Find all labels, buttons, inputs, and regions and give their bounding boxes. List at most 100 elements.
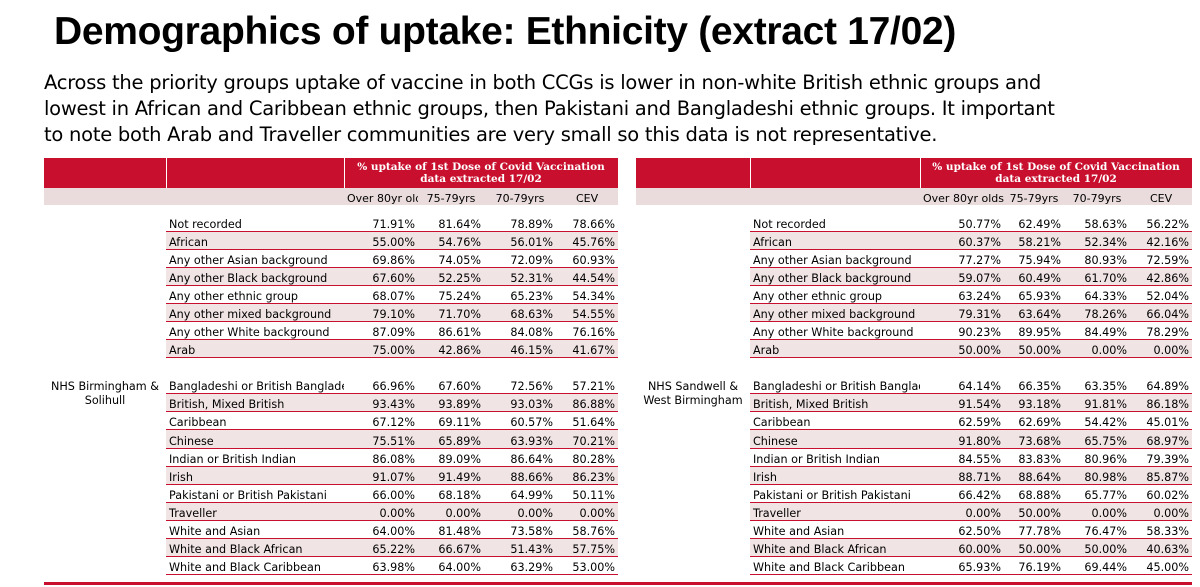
uptake-value: 75.94% (1004, 249, 1064, 268)
table-row: Pakistani or British Pakistani 66.00% 68.1… (44, 484, 619, 503)
table-row: Arab 50.00% 50.00% 0.00% 0.00% (636, 339, 1193, 359)
ethnicity-label: Arab (750, 339, 920, 359)
uptake-value: 91.49% (418, 466, 484, 485)
uptake-value: 71.70% (418, 303, 484, 323)
uptake-value: 52.34% (1064, 231, 1130, 250)
uptake-value: 63.98% (344, 556, 418, 576)
uptake-value: 63.93% (484, 429, 556, 449)
ethnicity-label: African (750, 231, 920, 250)
uptake-value: 0.00% (1064, 339, 1130, 359)
uptake-value: 65.75% (1064, 429, 1130, 449)
uptake-value: 90.23% (920, 321, 1004, 341)
table-row: Irish 91.07% 91.49% 88.66% 86.23% (44, 466, 619, 485)
ethnicity-label: Caribbean (750, 411, 920, 431)
table-row: Any other mixed background 79.10% 71.70% 68… (44, 303, 619, 323)
column-header: Over 80yr olds (344, 188, 418, 205)
ethnicity-label: Traveller (750, 502, 920, 521)
ethnicity-label: Bangladeshi or British Bangladeshi (750, 357, 920, 395)
ethnicity-label: Any other mixed background (166, 303, 344, 323)
column-header: 75-79yrs (418, 188, 484, 205)
ethnicity-label: White and Black Caribbean (166, 556, 344, 576)
table-row: White and Black African 65.22% 66.67% 51.43… (44, 538, 619, 558)
uptake-value: 64.99% (484, 484, 556, 503)
table-row: NHS Birmingham & Solihull Not recorded 71.… (44, 213, 619, 575)
uptake-value: 67.60% (344, 267, 418, 286)
uptake-value: 79.31% (920, 303, 1004, 323)
uptake-value: 73.68% (1004, 429, 1064, 449)
uptake-value: 62.59% (920, 411, 1004, 431)
header-blank-cell (44, 158, 167, 188)
uptake-value: 91.07% (344, 466, 418, 485)
uptake-value: 70.21% (556, 429, 619, 449)
uptake-value: 67.12% (344, 411, 418, 431)
uptake-value: 44.54% (556, 267, 619, 286)
ethnicity-label: Any other ethnic group (750, 285, 920, 304)
intro-line: Across the priority groups uptake of vac… (44, 71, 1041, 94)
ethnicity-label: Chinese (166, 429, 344, 449)
uptake-value: 58.33% (1130, 520, 1193, 540)
uptake-value: 68.18% (418, 484, 484, 503)
uptake-value: 42.16% (1130, 231, 1193, 250)
uptake-value: 93.43% (344, 393, 418, 413)
uptake-value: 55.00% (344, 231, 418, 250)
table-row: Arab 75.00% 42.86% 46.15% 41.67% (44, 339, 619, 359)
table-row: British, Mixed British 91.54% 93.18% 91.81%… (636, 393, 1193, 413)
uptake-value: 65.89% (418, 429, 484, 449)
uptake-value: 56.01% (484, 231, 556, 250)
uptake-value: 76.19% (1004, 556, 1064, 576)
uptake-value: 60.57% (484, 411, 556, 431)
uptake-value: 75.51% (344, 429, 418, 449)
uptake-value: 63.64% (1004, 303, 1064, 323)
ethnicity-label: Irish (166, 466, 344, 485)
uptake-value: 58.63% (1064, 213, 1130, 232)
uptake-value: 80.96% (1064, 448, 1130, 467)
table-row: Any other White background 87.09% 86.61% 84… (44, 321, 619, 341)
table-row: Bangladeshi or British Bangladeshi66.96%… (44, 357, 619, 395)
header-blank-cell (750, 188, 920, 205)
uptake-value: 52.04% (1130, 285, 1193, 304)
uptake-value: 77.27% (920, 249, 1004, 268)
uptake-value: 65.93% (1004, 285, 1064, 304)
uptake-value: 0.00% (344, 502, 418, 521)
header-blank-cell (636, 158, 751, 188)
table-row: Any other White background 90.23% 89.95% 84… (636, 321, 1193, 341)
uptake-value: 57.21% (556, 357, 619, 395)
table-header-row: % uptake of 1st Dose of Covid Vaccinatio… (44, 158, 619, 188)
uptake-value: 60.00% (920, 538, 1004, 558)
uptake-value: 0.00% (418, 502, 484, 521)
ethnicity-label: Not recorded (750, 213, 920, 232)
uptake-value: 0.00% (484, 502, 556, 521)
uptake-value: 86.64% (484, 448, 556, 467)
table-row: Irish 88.71% 88.64% 80.98% 85.87% (636, 466, 1193, 485)
ethnicity-label: Arab (166, 339, 344, 359)
uptake-value: 63.35% (1064, 357, 1130, 395)
uptake-value: 50.00% (920, 339, 1004, 359)
table-row: Traveller 0.00% 50.00% 0.00% 0.00% (636, 502, 1193, 521)
uptake-value: 63.29% (484, 556, 556, 576)
uptake-value: 86.23% (556, 466, 619, 485)
uptake-value: 75.24% (418, 285, 484, 304)
uptake-value: 91.81% (1064, 393, 1130, 413)
table-row: Any other Black background 59.07% 60.49% 61… (636, 267, 1193, 286)
uptake-value: 83.83% (1004, 448, 1064, 467)
uptake-value: 89.09% (418, 448, 484, 467)
table-row: White and Black Caribbean 63.98% 64.00% 63.… (44, 556, 619, 576)
ethnicity-label: Any other mixed background (750, 303, 920, 323)
uptake-value: 54.55% (556, 303, 619, 323)
uptake-value: 64.14% (920, 357, 1004, 395)
uptake-value: 84.49% (1064, 321, 1130, 341)
uptake-value: 88.71% (920, 466, 1004, 485)
ethnicity-label: British, Mixed British (750, 393, 920, 413)
column-header: CEV (556, 188, 619, 205)
uptake-value: 93.03% (484, 393, 556, 413)
ethnicity-label: White and Black African (750, 538, 920, 558)
uptake-value: 45.01% (1130, 411, 1193, 431)
ethnicity-label: White and Asian (166, 520, 344, 540)
table-header-title: % uptake of 1st Dose of Covid Vaccinatio… (344, 158, 619, 188)
uptake-value: 40.63% (1130, 538, 1193, 558)
table-row: African 55.00% 54.76% 56.01% 45.76% (44, 231, 619, 250)
header-blank-cell (166, 188, 344, 205)
table-row: Caribbean 67.12% 69.11% 60.57% 51.64% (44, 411, 619, 431)
uptake-value: 66.00% (344, 484, 418, 503)
uptake-value: 93.18% (1004, 393, 1064, 413)
